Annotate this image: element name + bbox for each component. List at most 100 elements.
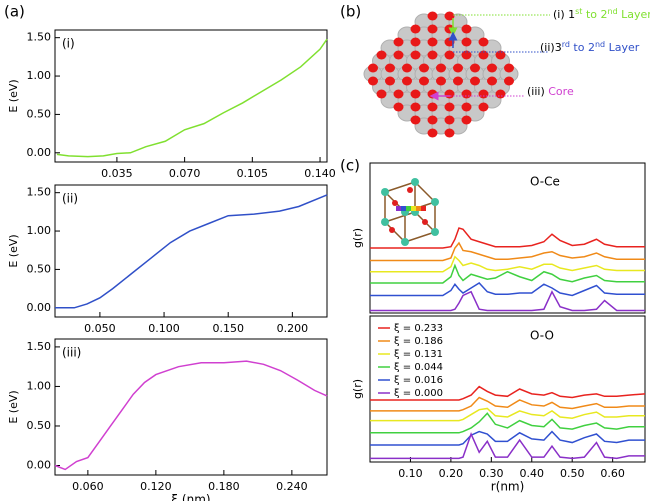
red-atom <box>461 115 472 125</box>
red-atom <box>444 102 455 112</box>
label-part: nd <box>608 7 618 16</box>
red-atom <box>453 63 463 73</box>
y-tick-label: 0.50 <box>27 107 52 120</box>
red-atom <box>410 89 421 99</box>
red-atom <box>461 37 472 47</box>
annotation: O-O <box>530 329 554 343</box>
legend-label: ξ = 0.000 <box>394 388 443 399</box>
y-tick-label: 0.00 <box>27 301 52 314</box>
y-tick-label: 1.00 <box>27 69 52 82</box>
red-atom <box>393 37 404 47</box>
annotation: (iii) <box>62 346 81 360</box>
data-line <box>370 385 646 401</box>
red-atom <box>453 76 463 86</box>
red-atom <box>427 102 438 112</box>
red-atom <box>487 63 497 73</box>
label-part: (ii)3 <box>540 41 562 54</box>
x-tick-label: 0.200 <box>277 322 309 335</box>
red-atom <box>444 50 455 60</box>
red-atom <box>478 102 489 112</box>
x-axis-label: ξ (nm) <box>171 493 210 501</box>
label-part: Layer <box>605 41 640 54</box>
diagram-label: (i) 1st to 2nd Layer <box>553 7 650 22</box>
data-line <box>370 430 645 446</box>
data-line <box>370 241 645 262</box>
red-atom <box>478 50 489 60</box>
red-atom <box>461 24 472 34</box>
data-line <box>370 412 645 434</box>
red-atom <box>419 63 429 73</box>
red-atom <box>478 89 489 99</box>
red-atom <box>504 63 514 73</box>
y-axis-label: g(r) <box>351 379 364 399</box>
data-line <box>56 38 328 158</box>
x-tick-label: 0.30 <box>479 467 504 480</box>
inset-molecule <box>381 178 439 246</box>
red-atom <box>368 63 378 73</box>
x-tick-label: 0.20 <box>439 467 464 480</box>
red-atom <box>427 11 438 21</box>
red-atom <box>495 50 506 60</box>
red-atom <box>402 63 412 73</box>
red-atom <box>436 76 446 86</box>
x-tick-label: 0.60 <box>600 467 625 480</box>
red-atom <box>444 128 455 138</box>
y-tick-label: 1.00 <box>27 379 52 392</box>
red-atom <box>410 102 421 112</box>
y-tick-label: 0.00 <box>27 146 52 159</box>
x-tick-label: 0.105 <box>237 167 269 180</box>
plot-frame <box>369 315 646 463</box>
label-part: Layer <box>618 8 650 21</box>
red-atom <box>402 76 412 86</box>
red-atom <box>461 50 472 60</box>
data-line <box>370 263 645 284</box>
label-part: (iii) <box>527 85 548 98</box>
data-line <box>370 407 645 422</box>
data-line <box>370 396 645 412</box>
label-part: Core <box>548 85 574 98</box>
red-atom <box>487 76 497 86</box>
y-axis-label: E (eV) <box>7 390 20 423</box>
red-atom <box>385 76 395 86</box>
x-tick-label: 0.40 <box>520 467 545 480</box>
y-tick-label: 0.50 <box>27 262 52 275</box>
red-atom <box>393 89 404 99</box>
x-tick-label: 0.120 <box>140 480 172 493</box>
red-atom <box>470 63 480 73</box>
legend-label: ξ = 0.233 <box>394 323 443 334</box>
red-atom <box>444 11 455 21</box>
legend-label: ξ = 0.186 <box>394 336 443 347</box>
y-axis-label: E (eV) <box>7 79 20 112</box>
red-atom <box>444 89 455 99</box>
red-atom <box>385 63 395 73</box>
red-atom <box>368 76 378 86</box>
x-tick-label: 0.50 <box>560 467 585 480</box>
legend-label: ξ = 0.044 <box>394 362 443 373</box>
red-atom <box>444 115 455 125</box>
y-axis-label: E (eV) <box>7 234 20 267</box>
annotation: (ii) <box>62 192 78 206</box>
red-atom <box>376 50 387 60</box>
red-atom <box>393 50 404 60</box>
label-part: nd <box>595 40 605 49</box>
red-atom <box>410 37 421 47</box>
data-line <box>54 360 328 471</box>
data-line <box>370 282 645 297</box>
red-atom <box>410 24 421 34</box>
y-tick-label: 1.00 <box>27 224 52 237</box>
red-atom <box>427 89 438 99</box>
panel-label: (b) <box>340 3 361 21</box>
data-line <box>55 194 328 309</box>
x-tick-label: 0.070 <box>169 167 201 180</box>
red-atom <box>461 89 472 99</box>
diagram-label: (iii) Core <box>527 85 574 98</box>
cluster-diagram <box>363 11 519 138</box>
red-atom <box>436 63 446 73</box>
y-tick-label: 0.00 <box>27 459 52 472</box>
label-part: to 2 <box>582 8 607 21</box>
y-tick-label: 0.50 <box>27 419 52 432</box>
x-tick-label: 0.140 <box>304 167 336 180</box>
red-atom <box>504 76 514 86</box>
x-tick-label: 0.10 <box>398 467 423 480</box>
data-line <box>370 431 645 460</box>
